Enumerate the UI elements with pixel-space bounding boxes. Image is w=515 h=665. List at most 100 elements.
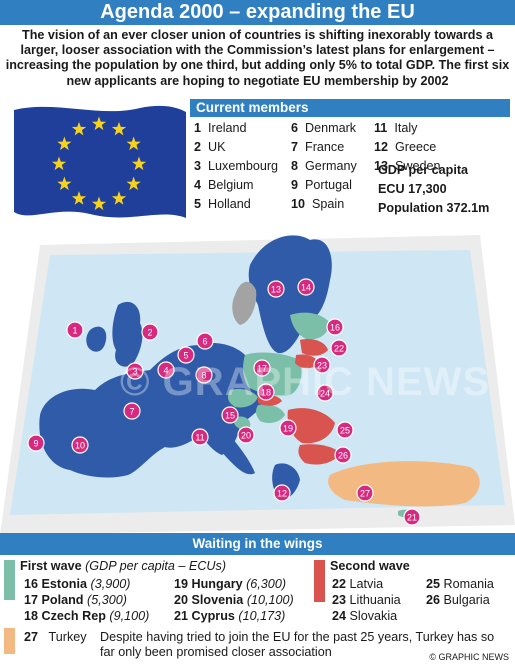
intro-text: The vision of an ever closer union of co… <box>5 28 510 88</box>
uk-region <box>112 301 143 367</box>
map-marker <box>326 318 344 336</box>
map-marker <box>237 426 255 444</box>
second-wave-item: 25 Romania <box>426 577 494 591</box>
second-wave-title: Second wave <box>330 559 410 573</box>
map-marker-label: 15 <box>225 411 235 421</box>
map-marker <box>330 339 348 357</box>
map-marker <box>195 366 213 384</box>
member-item: 9 Portugal <box>291 178 352 192</box>
map-marker-label: 9 <box>33 439 38 449</box>
map-marker-label: 19 <box>283 424 293 434</box>
map-marker <box>273 484 291 502</box>
map-marker-label: 11 <box>195 433 204 443</box>
flag-star-icon <box>57 176 72 191</box>
scandinavia-region <box>248 235 332 354</box>
member-item: 10 Spain <box>291 197 345 211</box>
candidates-legend: First wave (GDP per capita – ECUs) 16 Es… <box>0 556 515 665</box>
waiting-heading: Waiting in the wings <box>0 533 515 555</box>
map-marker <box>334 446 352 464</box>
map-marker-label: 22 <box>334 344 344 354</box>
ireland-region <box>86 326 107 352</box>
map-marker-label: 14 <box>301 283 311 293</box>
flag-star-icon <box>126 136 141 151</box>
map-marker-label: 5 <box>183 351 188 361</box>
turkey-swatch <box>4 628 15 654</box>
lithuania-region <box>295 354 318 369</box>
flag-star-icon <box>71 191 87 205</box>
map-marker <box>403 508 421 526</box>
turkey-region <box>328 461 480 507</box>
map-marker-label: 8 <box>201 371 206 381</box>
map-marker <box>191 428 209 446</box>
map-marker-label: 16 <box>330 323 340 333</box>
current-members-heading: Current members <box>190 99 510 117</box>
member-item: 4 Belgium <box>194 178 254 192</box>
bulgaria-region <box>298 444 340 465</box>
map-marker <box>141 323 159 341</box>
flag-star-icon <box>111 191 127 205</box>
map-marker-label: 7 <box>129 407 134 417</box>
map-marker-label: 13 <box>271 285 281 295</box>
map-marker <box>123 402 141 420</box>
map-marker <box>221 406 239 424</box>
flag-star-icon <box>126 176 141 191</box>
map-marker <box>313 356 331 374</box>
second-wave-item: 24 Slovakia <box>332 609 398 623</box>
map-marker-label: 21 <box>407 513 417 523</box>
map-marker-label: 4 <box>163 366 168 376</box>
map-marker <box>279 419 297 437</box>
member-item: 7 France <box>291 140 345 154</box>
map-marker <box>196 332 214 350</box>
map-marker <box>177 346 195 364</box>
map-marker-label: 6 <box>202 337 207 347</box>
map-marker <box>356 484 374 502</box>
hungary-region <box>255 404 285 423</box>
map-marker <box>257 383 275 401</box>
map-marker-label: 23 <box>317 361 327 371</box>
first-wave-item: 19 Hungary (6,300) <box>174 577 287 591</box>
member-item: 1 Ireland <box>194 121 247 135</box>
map-marker <box>27 434 45 452</box>
map-marker-label: 18 <box>261 388 271 398</box>
second-wave-item: 26 Bulgaria <box>426 593 490 607</box>
map-marker-label: 26 <box>338 451 348 461</box>
map-marker-label: 2 <box>147 328 152 338</box>
flag-star-icon <box>91 116 107 131</box>
current-members-panel: Current members GDP per capita ECU 17,30… <box>190 99 510 219</box>
second-wave-item: 23 Lithuania <box>332 593 401 607</box>
flag-star-icon <box>111 121 127 136</box>
map-marker-label: 25 <box>340 426 350 436</box>
romania-region <box>287 408 335 444</box>
map-marker <box>71 436 89 454</box>
flag-star-icon <box>71 121 87 136</box>
map-marker-label: 24 <box>320 389 330 399</box>
first-wave-item: 16 Estonia (3,900) <box>24 577 131 591</box>
map-marker <box>297 278 315 296</box>
turkey-note: Despite having tried to join the EU for … <box>100 630 495 659</box>
second-wave-item: 22 Latvia <box>332 577 384 591</box>
eu-flag-image <box>14 105 186 218</box>
credit-text: © GRAPHIC NEWS <box>429 652 509 662</box>
first-wave-item: 21 Cyprus (10,173) <box>174 609 286 623</box>
czech-region <box>227 388 258 408</box>
flag-star-icon <box>131 156 147 171</box>
map-marker <box>126 362 144 380</box>
member-item: 13 Sweden <box>374 159 441 173</box>
population-value: Population 372.1m <box>378 201 490 215</box>
map-marker-label: 3 <box>132 367 137 377</box>
estonia-region <box>290 312 330 340</box>
map-marker-label: 27 <box>360 489 370 499</box>
member-item: 12 Greece <box>374 140 437 154</box>
map-marker <box>157 361 175 379</box>
map-marker-label: 17 <box>257 364 267 374</box>
member-item: 3 Luxembourg <box>194 159 279 173</box>
norway-region <box>232 281 257 325</box>
gdp-label: GDP per capita <box>378 163 469 177</box>
page-title: Agenda 2000 – expanding the EU <box>0 0 515 25</box>
map-marker <box>253 359 271 377</box>
flag-star-icon <box>57 136 72 151</box>
member-item: 5 Holland <box>194 197 251 211</box>
member-item: 11 Italy <box>374 121 418 135</box>
map-marker <box>316 384 334 402</box>
